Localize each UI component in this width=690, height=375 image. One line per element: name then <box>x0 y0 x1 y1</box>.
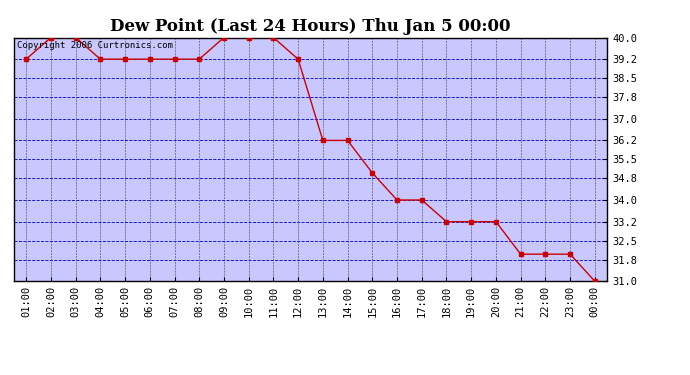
Text: Copyright 2006 Curtronics.com: Copyright 2006 Curtronics.com <box>17 41 172 50</box>
Title: Dew Point (Last 24 Hours) Thu Jan 5 00:00: Dew Point (Last 24 Hours) Thu Jan 5 00:0… <box>110 18 511 34</box>
